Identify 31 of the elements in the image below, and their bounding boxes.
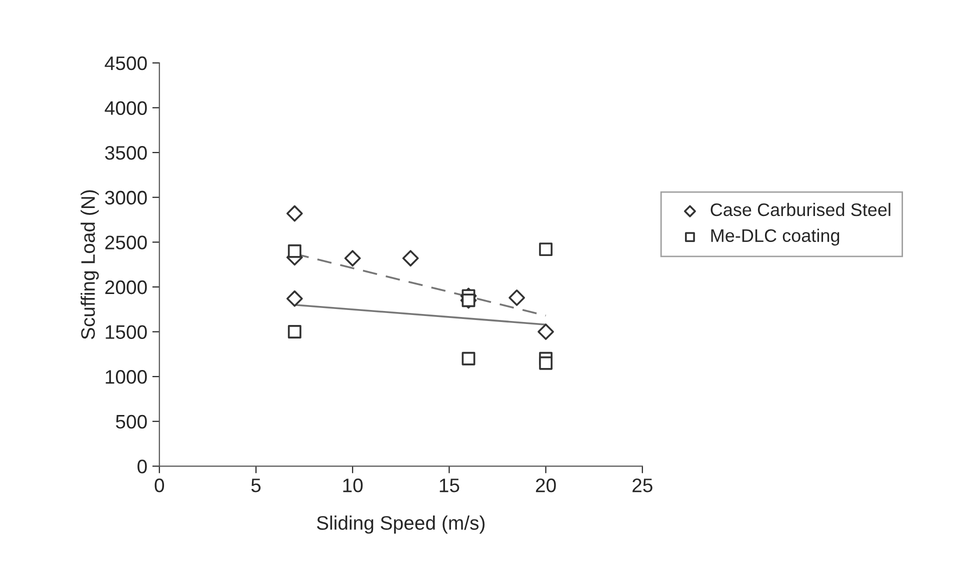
y-tick-label: 2500 — [105, 236, 147, 250]
point — [288, 325, 302, 338]
x-tick-label: 15 — [440, 478, 460, 492]
x-tick-label: 5 — [251, 478, 261, 492]
point — [402, 250, 419, 266]
point — [286, 290, 303, 307]
x-tick-label: 0 — [154, 478, 164, 492]
y-tick-label: 1000 — [106, 370, 147, 384]
point — [508, 290, 525, 306]
point — [539, 356, 553, 370]
point — [462, 352, 476, 366]
legend-label: Me-DLC coating — [711, 228, 840, 246]
y-tick-label: 0 — [138, 460, 147, 474]
y-tick-label: 4500 — [104, 56, 147, 70]
legend-label: Case Carburised Steel — [710, 202, 890, 216]
x-axis-title: Sliding Speed (m/s) — [316, 516, 485, 534]
point — [288, 244, 302, 258]
point — [539, 242, 553, 256]
y-tick-label: 3500 — [105, 146, 147, 160]
y-tick-label: 4000 — [104, 101, 147, 115]
x-tick-label: 10 — [343, 478, 363, 492]
point — [538, 324, 554, 340]
y-tick-label: 3000 — [105, 190, 147, 205]
point — [344, 250, 361, 266]
x-tick-label: 20 — [536, 478, 556, 492]
y-tick-label: 1500 — [106, 325, 147, 339]
y-axis-title: Scuffing Load (N) — [80, 190, 99, 340]
y-tick-label: 500 — [116, 414, 147, 429]
y-tick-label: 2000 — [105, 280, 147, 294]
point — [286, 205, 303, 222]
x-tick-label: 25 — [632, 478, 652, 492]
